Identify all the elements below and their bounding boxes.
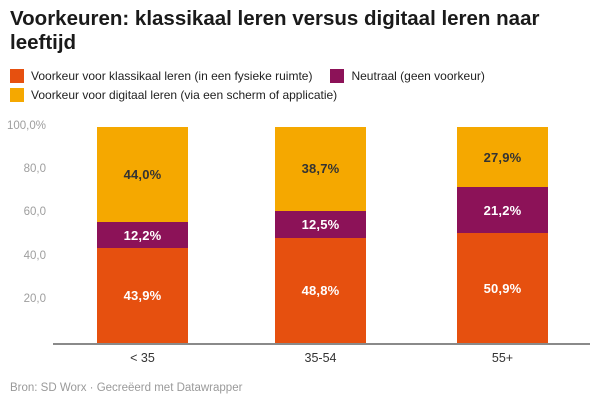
chart-title: Voorkeuren: klassikaal leren versus digi… [10,7,540,54]
y-axis-tick-label: 100,0% [6,120,46,132]
segment-value-label: 48,8% [301,282,340,298]
legend-row-2: Voorkeur voor digitaal leren (via een sc… [10,87,337,102]
legend-item: Neutraal (geen voorkeur) [330,68,485,83]
legend-item-label: Voorkeur voor digitaal leren (via een sc… [31,87,338,102]
legend-item-label: Voorkeur voor klassikaal leren (in een f… [31,68,313,83]
segment-value-label: 50,9% [483,280,522,296]
segment-value-label: 43,9% [123,288,162,304]
x-axis-line [53,343,590,345]
stacked-bar-3: 27,9% 21,2% 50,9% [457,127,548,343]
x-axis-category-label: 35-54 [304,351,337,365]
bar-segment: 38,7% [275,127,366,211]
segment-value-label: 12,2% [123,227,162,243]
source-attribution: Bron: SD Worx · Gecreëerd met Datawrappe… [10,382,243,394]
bar-segment: 44,0% [97,127,188,222]
legend-swatch-icon [330,68,345,83]
stacked-bar-2: 38,7% 12,5% 48,8% [275,127,366,343]
segment-value-label: 12,5% [301,216,340,232]
legend-swatch-icon [10,87,24,102]
bar-segment: 48,8% [275,237,366,343]
y-axis-tick-label: 40,0 [23,249,46,262]
bar-segment: 21,2% [457,187,548,234]
x-axis-category-label: 55+ [491,351,514,365]
legend-swatch-icon [10,68,24,83]
bar-segment: 27,9% [457,127,548,188]
bar-segment: 50,9% [457,233,548,343]
segment-value-label: 38,7% [301,161,340,177]
legend-item-label: Neutraal (geen voorkeur) [351,68,485,83]
segment-value-label: 21,2% [483,202,522,218]
y-axis-tick-label: 80,0 [23,163,46,176]
stacked-bar-1: 44,0% 12,2% 43,9% [97,127,188,343]
x-axis-category-label: < 35 [130,351,155,365]
legend-row-1: Voorkeur voor klassikaal leren (in een f… [10,68,485,83]
legend-item: Voorkeur voor klassikaal leren (in een f… [10,68,313,83]
bar-segment: 12,5% [275,210,366,238]
segment-value-label: 44,0% [123,166,162,182]
legend-item: Voorkeur voor digitaal leren (via een sc… [10,87,338,102]
bar-segment: 43,9% [97,248,188,343]
bar-segment: 12,2% [97,221,188,249]
y-axis-tick-label: 20,0 [23,292,46,305]
segment-value-label: 27,9% [483,149,522,165]
plot-area: 100,0% 80,0 60,0 40,0 20,0 44,0% 12,2% 43,9% < 3… [0,120,600,367]
y-axis-tick-label: 60,0 [23,206,46,219]
